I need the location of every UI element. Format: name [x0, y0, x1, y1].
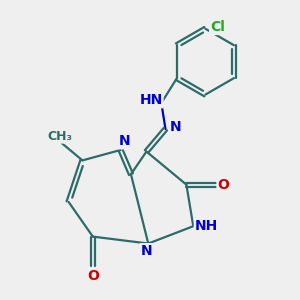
Text: HN: HN	[139, 93, 163, 107]
Text: Cl: Cl	[210, 20, 225, 34]
Text: O: O	[218, 178, 230, 192]
Text: N: N	[141, 244, 152, 258]
Text: N: N	[169, 120, 181, 134]
Text: CH₃: CH₃	[47, 130, 72, 142]
Text: N: N	[119, 134, 130, 148]
Text: O: O	[87, 269, 99, 283]
Text: NH: NH	[195, 219, 218, 233]
